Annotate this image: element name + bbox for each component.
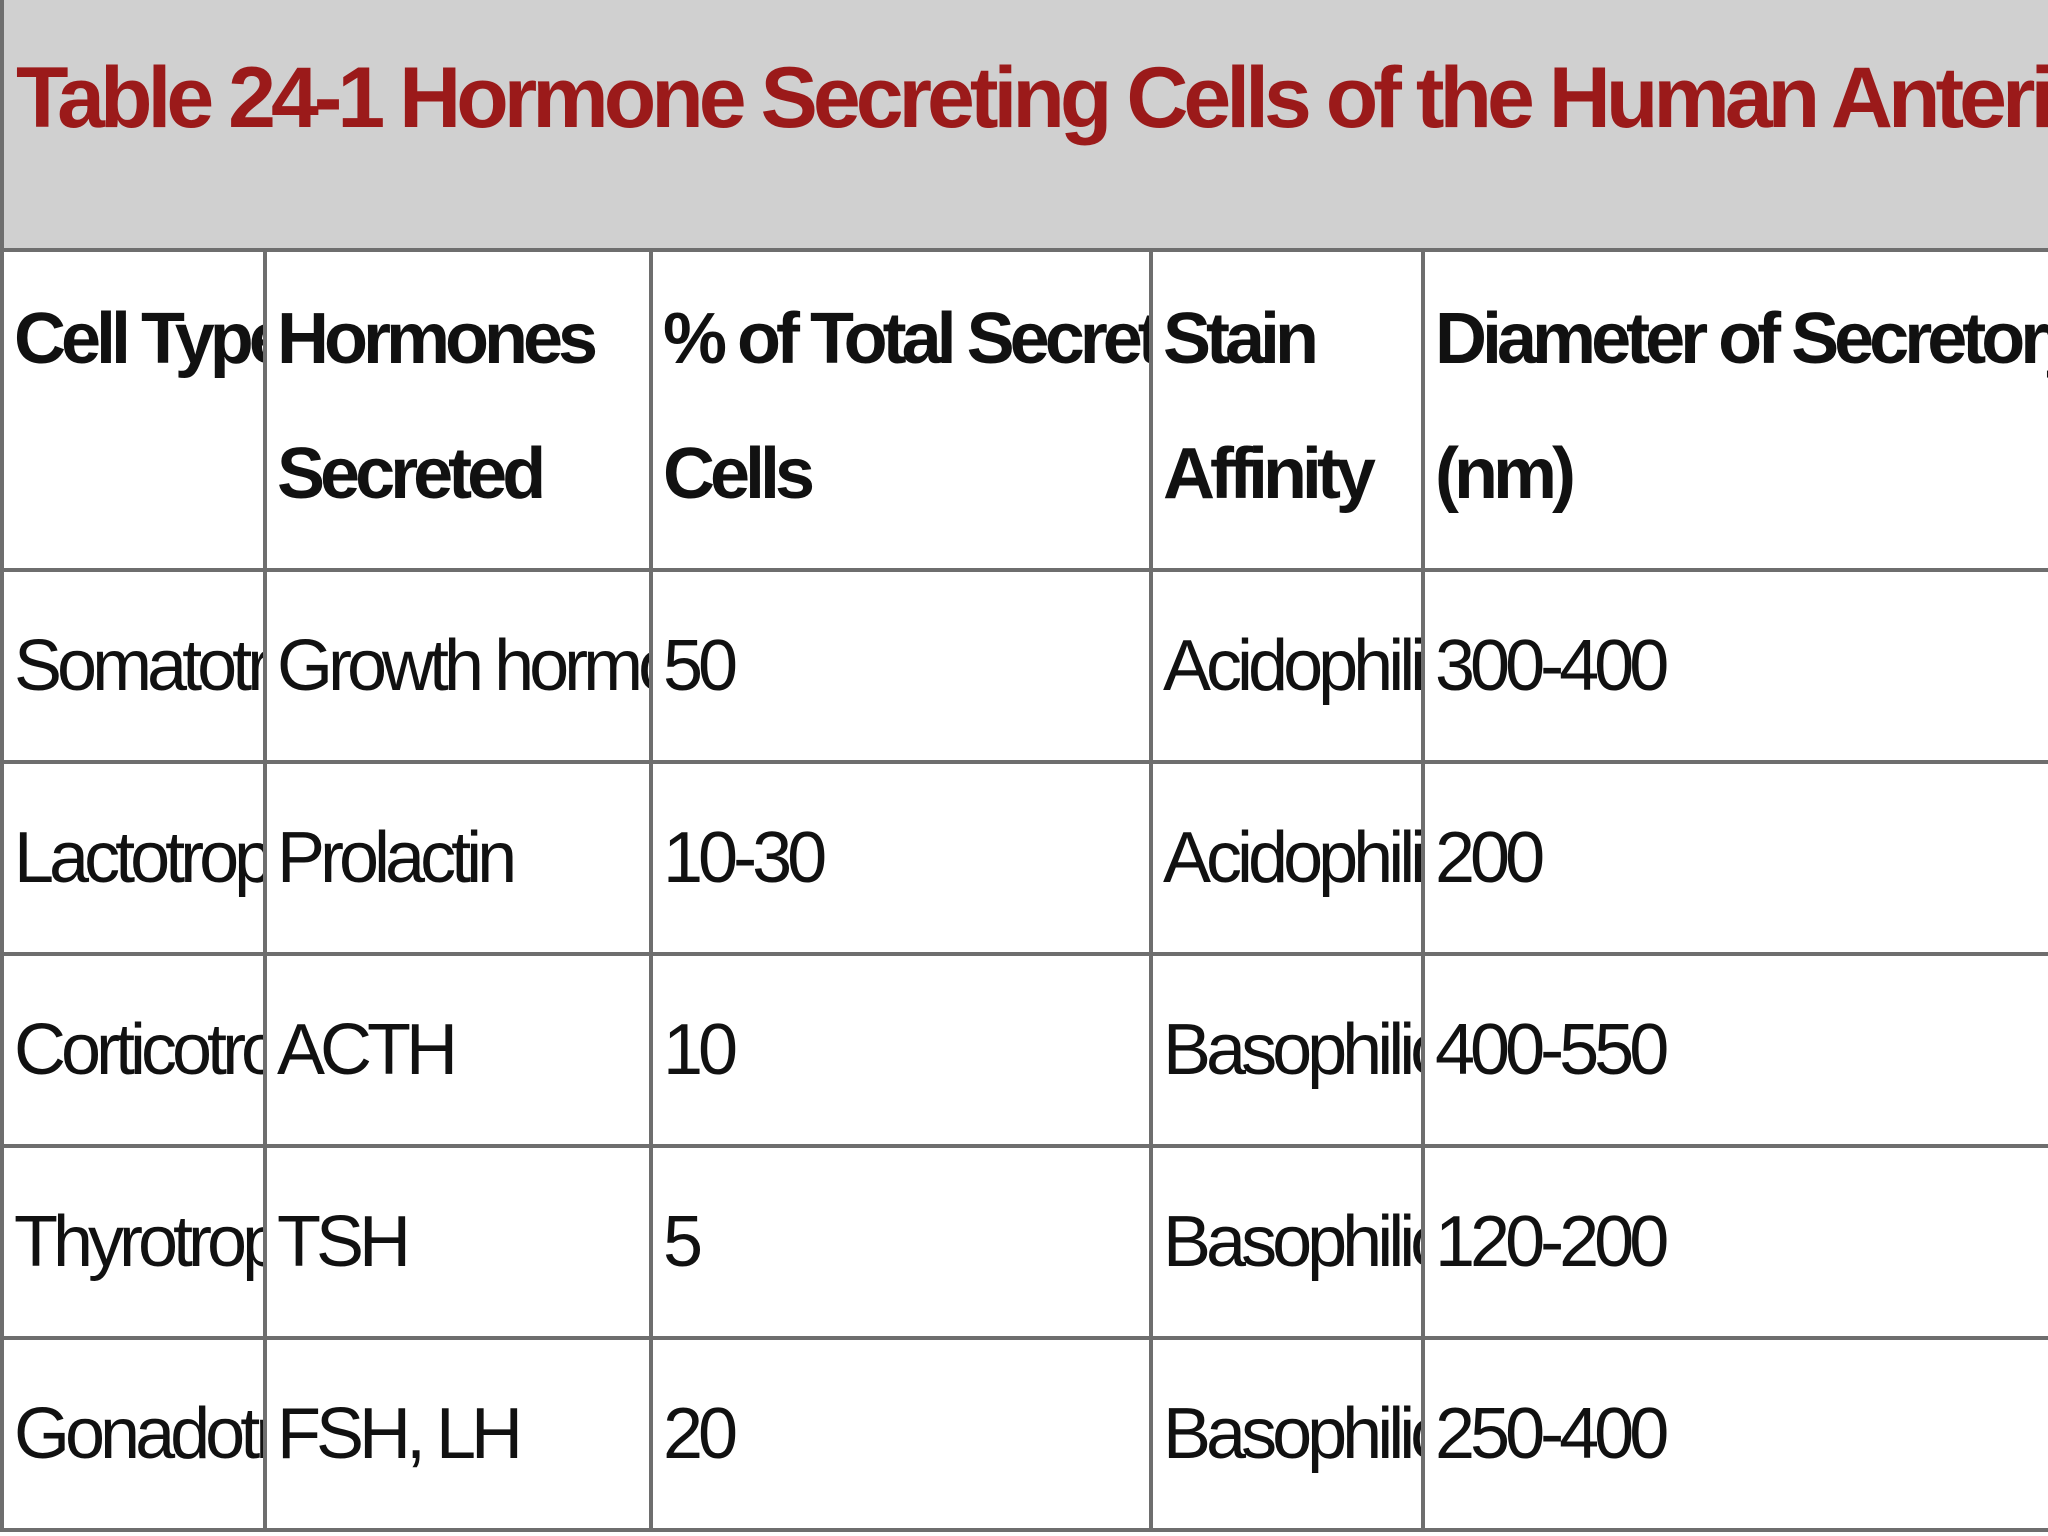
hormones-secreted: FSH, LH bbox=[263, 1336, 653, 1532]
cell-type: Thyrotrope bbox=[0, 1144, 267, 1340]
header-cell-type: Cell Type bbox=[0, 248, 267, 572]
cell-type: Gonadotrope bbox=[0, 1336, 267, 1532]
header-hormones: Hormones Secreted bbox=[263, 248, 653, 572]
header-diameter: Diameter of Secretory Granules (nm) bbox=[1421, 248, 2048, 572]
hormone-table: Cell Type Hormones Secreted % of Total S… bbox=[0, 248, 2048, 1532]
granule-diameter: 120-200 bbox=[1421, 1144, 2048, 1340]
table-caption: Table 24-1 Hormone Secreting Cells of th… bbox=[16, 50, 2048, 146]
stain-affinity: Basophilic bbox=[1149, 1144, 1425, 1340]
hormones-secreted: TSH bbox=[263, 1144, 653, 1340]
percent-of-cells: 10-30 bbox=[649, 760, 1153, 956]
hormones-secreted: ACTH bbox=[263, 952, 653, 1148]
header-line: (nm) bbox=[1435, 434, 1576, 514]
stain-affinity: Basophilic bbox=[1149, 1336, 1425, 1532]
stain-affinity: Basophilic bbox=[1149, 952, 1425, 1148]
header-line: Secreted bbox=[277, 434, 546, 514]
stain-affinity: Acidophilic bbox=[1149, 760, 1425, 956]
header-row: Cell Type Hormones Secreted % of Total S… bbox=[0, 248, 2048, 572]
percent-of-cells: 10 bbox=[649, 952, 1153, 1148]
header-line: Hormones bbox=[277, 299, 598, 379]
table-row: Gonadotrope FSH, LH 20 Basophilic 250-40… bbox=[0, 1336, 2048, 1532]
granule-diameter: 300-400 bbox=[1421, 568, 2048, 764]
cell-type: Lactotrope bbox=[0, 760, 267, 956]
header-line: Affinity bbox=[1163, 434, 1376, 514]
header-stain: Stain Affinity bbox=[1149, 248, 1425, 572]
stain-affinity: Acidophilic bbox=[1149, 568, 1425, 764]
granule-diameter: 200 bbox=[1421, 760, 2048, 956]
granule-diameter: 250-400 bbox=[1421, 1336, 2048, 1532]
header-percent: % of Total Secretory Cells bbox=[649, 248, 1153, 572]
granule-diameter: 400-550 bbox=[1421, 952, 2048, 1148]
cell-type: Corticotrope bbox=[0, 952, 267, 1148]
hormones-secreted: Growth hormone bbox=[263, 568, 653, 764]
table-row: Thyrotrope TSH 5 Basophilic 120-200 bbox=[0, 1144, 2048, 1340]
percent-of-cells: 50 bbox=[649, 568, 1153, 764]
table-row: Corticotrope ACTH 10 Basophilic 400-550 bbox=[0, 952, 2048, 1148]
header-line: Stain bbox=[1163, 299, 1319, 379]
hormones-secreted: Prolactin bbox=[263, 760, 653, 956]
header-line: Diameter of Secretory Granules bbox=[1435, 299, 2048, 379]
percent-of-cells: 20 bbox=[649, 1336, 1153, 1532]
cell-type: Somatotrope bbox=[0, 568, 267, 764]
header-line: Cell Type bbox=[14, 299, 265, 379]
header-line: % of Total Secretory bbox=[663, 299, 1147, 379]
percent-of-cells: 5 bbox=[649, 1144, 1153, 1340]
table-row: Lactotrope Prolactin 10-30 Acidophilic 2… bbox=[0, 760, 2048, 956]
table-row: Somatotrope Growth hormone 50 Acidophili… bbox=[0, 568, 2048, 764]
caption-band: Table 24-1 Hormone Secreting Cells of th… bbox=[0, 0, 2048, 250]
header-line: Cells bbox=[663, 434, 815, 514]
